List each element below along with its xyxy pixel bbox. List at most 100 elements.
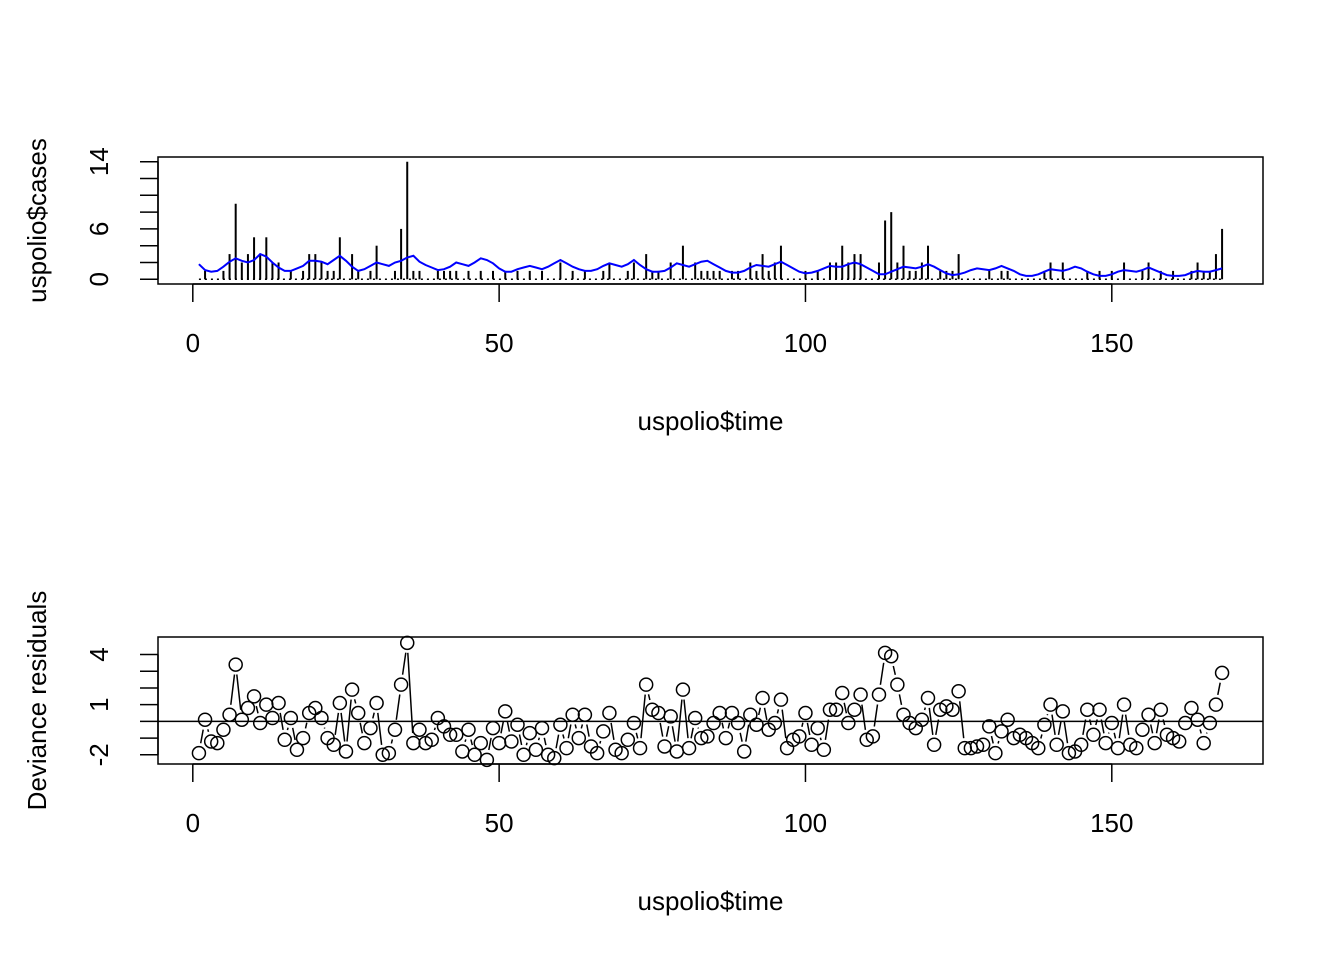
point xyxy=(283,710,299,726)
y-tick-label: -2 xyxy=(84,743,114,766)
point xyxy=(926,737,942,753)
point xyxy=(841,715,856,731)
y-tick-label: 4 xyxy=(84,647,114,661)
point xyxy=(332,695,348,711)
point xyxy=(1080,702,1095,717)
point xyxy=(871,687,887,702)
point xyxy=(1055,704,1071,719)
point xyxy=(1049,737,1064,753)
point xyxy=(344,682,360,697)
point xyxy=(363,720,378,736)
point xyxy=(1141,707,1156,722)
point xyxy=(565,707,580,722)
y-tick-label: 6 xyxy=(84,222,114,236)
point xyxy=(700,729,715,744)
point xyxy=(982,719,997,734)
point xyxy=(712,705,727,721)
point xyxy=(491,735,507,751)
point xyxy=(1129,740,1144,756)
x-tick-label: 0 xyxy=(186,808,200,838)
x-axis-label: uspolio$time xyxy=(638,406,784,436)
point xyxy=(1171,734,1187,749)
point xyxy=(828,702,844,717)
point xyxy=(461,722,476,737)
point xyxy=(822,702,838,717)
point xyxy=(988,745,1003,761)
point xyxy=(834,685,850,701)
point xyxy=(638,677,654,692)
point xyxy=(338,744,354,759)
x-tick-label: 50 xyxy=(485,808,514,838)
point xyxy=(314,710,329,726)
point xyxy=(393,677,409,692)
point xyxy=(326,737,341,753)
point xyxy=(914,712,930,727)
point xyxy=(614,745,629,761)
point xyxy=(749,717,764,732)
point xyxy=(694,730,709,746)
point xyxy=(369,695,384,711)
point xyxy=(816,742,832,758)
point xyxy=(1061,745,1077,761)
point xyxy=(357,735,372,751)
point xyxy=(589,745,605,761)
point xyxy=(1190,712,1205,727)
point xyxy=(883,648,899,664)
point xyxy=(504,734,519,749)
x-axis-label: uspolio$time xyxy=(638,886,784,916)
point xyxy=(479,752,495,768)
point xyxy=(577,707,593,722)
point xyxy=(295,730,311,746)
point xyxy=(381,745,397,761)
point xyxy=(975,737,991,753)
point xyxy=(1214,665,1230,681)
x-tick-label: 150 xyxy=(1090,808,1133,838)
point xyxy=(853,687,868,702)
point xyxy=(289,742,305,758)
x-tick-label: 100 xyxy=(784,328,827,358)
point xyxy=(252,715,268,731)
point xyxy=(498,704,513,719)
point xyxy=(448,727,464,743)
fitted-line xyxy=(198,252,1223,277)
point xyxy=(792,729,807,744)
point xyxy=(240,700,256,716)
y-tick-label: 0 xyxy=(84,272,114,286)
point xyxy=(467,747,482,763)
connector xyxy=(199,652,1221,751)
point xyxy=(259,697,274,712)
point xyxy=(246,689,262,704)
point xyxy=(994,724,1009,739)
point xyxy=(810,720,825,736)
point xyxy=(798,705,813,721)
point xyxy=(730,715,746,731)
point xyxy=(571,730,587,746)
point xyxy=(1031,740,1046,756)
point xyxy=(210,735,225,751)
point xyxy=(1147,735,1162,751)
point xyxy=(1178,715,1193,731)
point xyxy=(663,709,678,724)
point xyxy=(847,702,862,717)
point xyxy=(228,657,243,672)
point xyxy=(1196,735,1211,751)
point xyxy=(804,737,819,753)
point xyxy=(1092,702,1107,717)
point xyxy=(1104,715,1120,731)
x-tick-label: 0 xyxy=(186,328,200,358)
point xyxy=(485,720,501,736)
point xyxy=(222,707,237,722)
point xyxy=(216,722,231,737)
point xyxy=(191,745,207,761)
x-tick-label: 150 xyxy=(1090,328,1133,358)
y-tick-label: 14 xyxy=(84,147,114,176)
point xyxy=(387,722,403,737)
x-tick-label: 50 xyxy=(485,328,514,358)
point xyxy=(1037,717,1052,732)
point xyxy=(724,705,740,721)
point xyxy=(669,744,685,759)
point xyxy=(657,739,672,754)
point xyxy=(626,715,642,731)
point xyxy=(375,747,390,763)
